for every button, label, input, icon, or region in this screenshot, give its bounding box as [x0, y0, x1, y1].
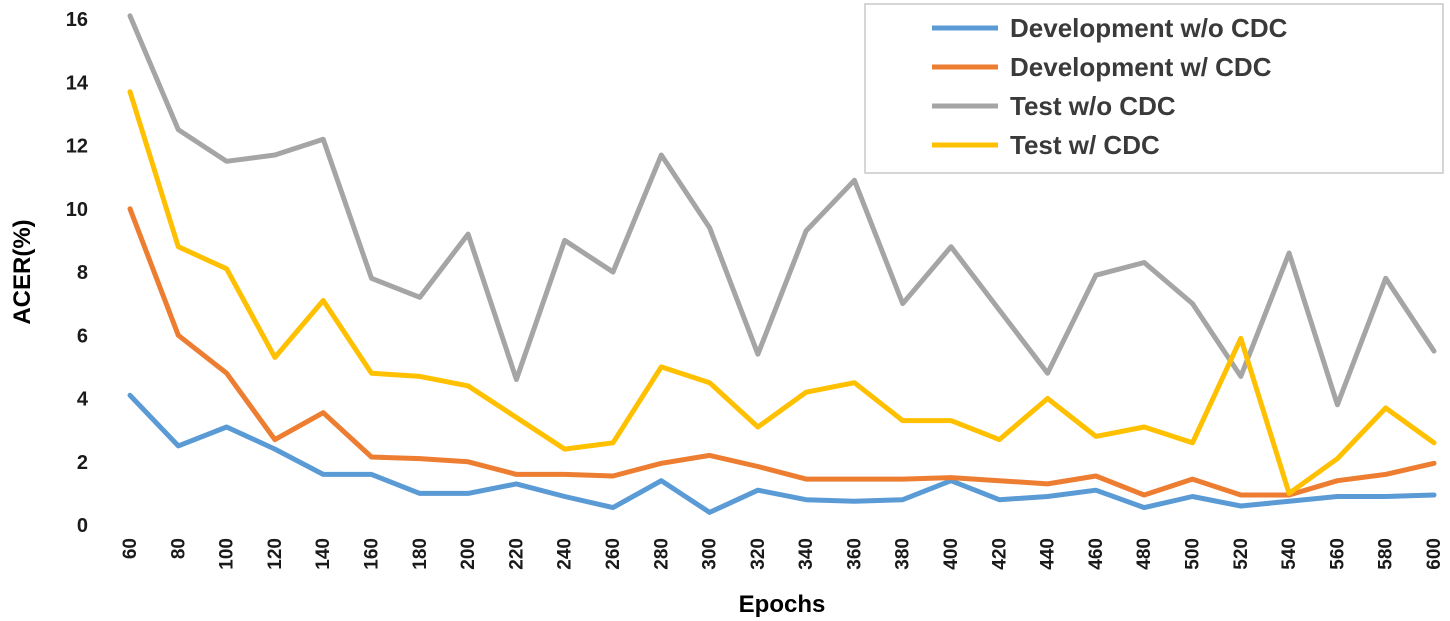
x-tick-label: 60	[120, 538, 141, 559]
x-tick-label: 480	[1134, 538, 1155, 570]
series-lines	[127, 13, 1437, 515]
y-tick-label: 10	[66, 199, 88, 221]
x-tick-label: 340	[796, 538, 817, 570]
x-tick-label: 460	[1086, 538, 1107, 570]
x-axis-title: Epochs	[739, 591, 826, 618]
x-tick-label: 140	[313, 538, 334, 570]
legend-label: Test w/o CDC	[1010, 91, 1176, 121]
x-tick-label: 100	[217, 538, 238, 570]
x-tick-label: 540	[1279, 538, 1300, 570]
x-tick-label: 420	[989, 538, 1010, 570]
legend-label: Development w/o CDC	[1010, 13, 1288, 43]
x-tick-label: 200	[458, 538, 479, 570]
y-tick-label: 16	[66, 9, 88, 31]
y-tick-label: 12	[66, 136, 88, 158]
x-tick-label: 300	[700, 538, 721, 570]
y-tick-label: 8	[77, 262, 88, 284]
legend-label: Test w/ CDC	[1010, 130, 1160, 160]
series-line-2	[127, 206, 1437, 498]
y-tick-label: 6	[77, 325, 88, 347]
x-tick-label: 400	[941, 538, 962, 570]
x-tick-label: 260	[603, 538, 624, 570]
y-tick-label: 0	[77, 515, 88, 537]
x-tick-label: 360	[844, 538, 865, 570]
y-axis-title: ACER(%)	[9, 219, 36, 324]
x-tick-label: 120	[265, 538, 286, 570]
x-tick-label: 80	[168, 538, 189, 559]
legend: Development w/o CDC Development w/ CDC Tes…	[864, 3, 1444, 174]
x-tick-label: 500	[1183, 538, 1204, 570]
x-tick-label: 560	[1327, 538, 1348, 570]
x-tick-label: 520	[1231, 538, 1252, 570]
series-line-3	[127, 13, 1437, 408]
x-tick-label: 440	[1038, 538, 1059, 570]
legend-label: Development w/ CDC	[1010, 52, 1272, 82]
series-line-1	[127, 392, 1437, 515]
y-axis-ticks: 0 2 4 6 8 10 12 14 16	[66, 9, 89, 537]
x-tick-label: 220	[506, 538, 527, 570]
x-tick-label: 580	[1376, 538, 1397, 570]
x-tick-label: 240	[555, 538, 576, 570]
x-tick-label: 380	[893, 538, 914, 570]
x-tick-label: 600	[1424, 538, 1445, 570]
series-line-4	[127, 89, 1437, 496]
x-axis-ticks: 60 80 100 120 140 160 180 200 220 240 260 280 300 320…	[120, 538, 1445, 570]
x-tick-label: 280	[651, 538, 672, 570]
y-tick-label: 2	[77, 452, 88, 474]
x-tick-label: 160	[361, 538, 382, 570]
x-tick-label: 180	[410, 538, 431, 570]
x-tick-label: 320	[748, 538, 769, 570]
y-tick-label: 4	[77, 389, 89, 411]
y-tick-label: 14	[66, 72, 89, 94]
